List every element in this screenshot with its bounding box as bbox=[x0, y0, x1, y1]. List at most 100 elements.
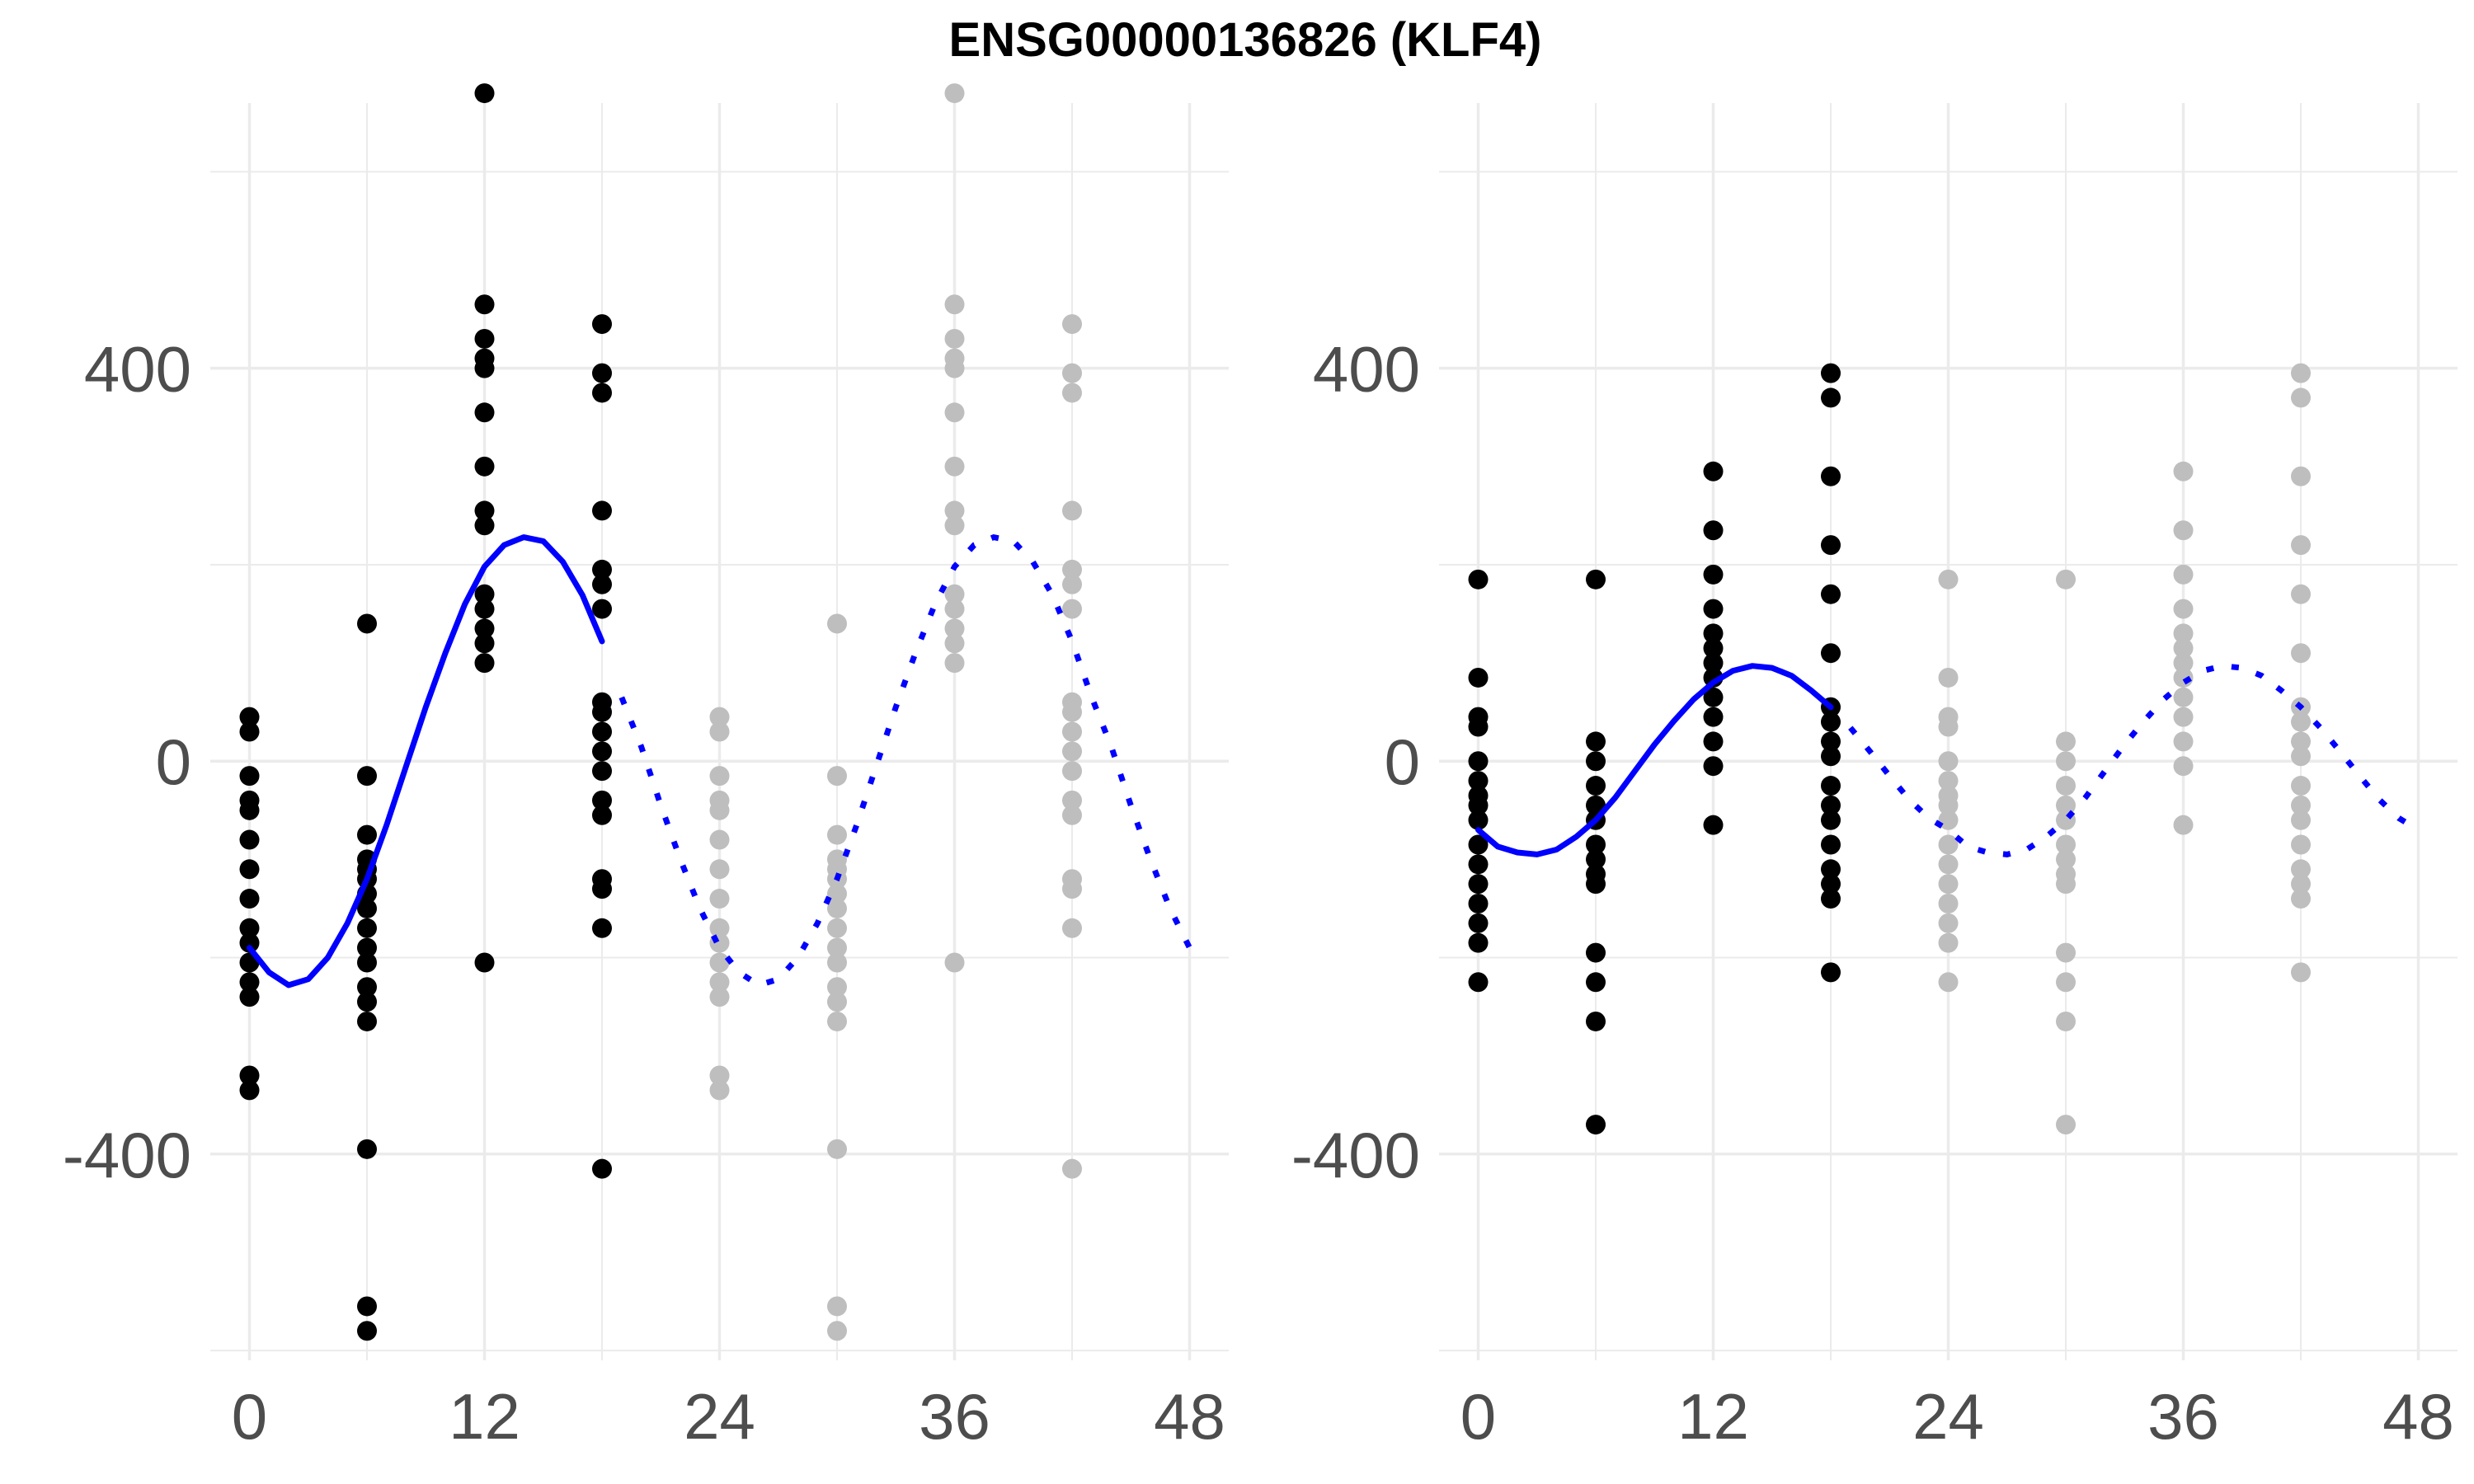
observed-point bbox=[1586, 776, 1606, 796]
projected-point bbox=[709, 889, 730, 909]
projected-point bbox=[827, 824, 847, 845]
observed-point bbox=[474, 515, 495, 536]
projected-point bbox=[827, 1011, 847, 1031]
projected-point bbox=[709, 859, 730, 880]
observed-point bbox=[592, 879, 612, 899]
observed-point bbox=[592, 1158, 612, 1179]
projected-point bbox=[1938, 932, 1959, 953]
projected-point bbox=[944, 500, 965, 521]
observed-point bbox=[474, 653, 495, 674]
observed-point bbox=[474, 618, 495, 639]
observed-point bbox=[592, 702, 612, 722]
observed-point bbox=[1821, 962, 1841, 983]
projected-point bbox=[2291, 776, 2311, 796]
projected-point bbox=[1938, 810, 1959, 830]
x-tick-label: 12 bbox=[449, 1380, 520, 1453]
projected-point bbox=[944, 618, 965, 639]
observed-point bbox=[1703, 756, 1724, 777]
projected-points bbox=[1938, 363, 2311, 1135]
projected-point bbox=[2291, 889, 2311, 909]
projected-point bbox=[944, 633, 965, 654]
projected-point bbox=[709, 766, 730, 787]
projected-point bbox=[2291, 363, 2311, 383]
projected-point bbox=[1062, 721, 1082, 742]
observed-point bbox=[1586, 1011, 1606, 1031]
x-tick-label: 48 bbox=[2382, 1380, 2454, 1453]
observed-point bbox=[1468, 932, 1489, 953]
observed-point bbox=[1821, 584, 1841, 604]
projected-point bbox=[2291, 810, 2311, 830]
projected-point bbox=[944, 402, 965, 423]
projected-point bbox=[2056, 731, 2076, 752]
observed-point bbox=[1703, 564, 1724, 585]
projected-point bbox=[2173, 653, 2194, 674]
observed-point bbox=[592, 363, 612, 383]
projected-point bbox=[2056, 874, 2076, 895]
projected-point bbox=[2291, 795, 2311, 815]
projected-point bbox=[2291, 834, 2311, 855]
projected-point bbox=[1062, 790, 1082, 810]
projected-point bbox=[1062, 314, 1082, 335]
projected-point bbox=[2291, 746, 2311, 767]
projected-point bbox=[2291, 859, 2311, 880]
projected-point bbox=[827, 937, 847, 958]
fit-line-dotted bbox=[618, 533, 1192, 989]
projected-point bbox=[827, 952, 847, 973]
observed-point bbox=[357, 766, 377, 787]
observed-point bbox=[592, 559, 612, 580]
observed-point bbox=[474, 456, 495, 477]
projected-point bbox=[1938, 771, 1959, 791]
observed-point bbox=[592, 805, 612, 825]
projected-point bbox=[2056, 972, 2076, 993]
observed-point bbox=[592, 599, 612, 619]
observed-point bbox=[357, 1139, 377, 1159]
projected-point bbox=[709, 721, 730, 742]
projected-point bbox=[709, 1080, 730, 1101]
observed-point bbox=[239, 707, 260, 727]
projected-point bbox=[827, 884, 847, 904]
projected-point bbox=[709, 800, 730, 820]
observed-point bbox=[357, 977, 377, 998]
observed-point bbox=[1821, 746, 1841, 767]
observed-point bbox=[239, 972, 260, 993]
observed-point bbox=[592, 790, 612, 810]
projected-point bbox=[1938, 795, 1959, 815]
projected-point bbox=[2291, 387, 2311, 408]
projected-point bbox=[827, 1139, 847, 1159]
projected-point bbox=[709, 952, 730, 973]
observed-point bbox=[1586, 569, 1606, 589]
projected-point bbox=[827, 1321, 847, 1341]
projected-point bbox=[944, 456, 965, 477]
projected-point bbox=[1062, 918, 1082, 938]
observed-point bbox=[1468, 913, 1489, 933]
projected-point bbox=[709, 918, 730, 938]
observed-point bbox=[474, 83, 495, 104]
projected-point bbox=[1938, 569, 1959, 589]
projected-point bbox=[944, 653, 965, 674]
observed-point bbox=[1821, 387, 1841, 408]
observed-point bbox=[1586, 942, 1606, 963]
observed-point bbox=[474, 633, 495, 654]
observed-point bbox=[239, 889, 260, 909]
observed-point bbox=[1468, 716, 1489, 737]
projected-point bbox=[2291, 731, 2311, 752]
observed-point bbox=[239, 721, 260, 742]
projected-point bbox=[2056, 942, 2076, 963]
observed-point bbox=[239, 918, 260, 938]
observed-point bbox=[1586, 751, 1606, 772]
observed-point bbox=[592, 383, 612, 403]
observed-point bbox=[1703, 623, 1724, 644]
observed-point bbox=[357, 992, 377, 1012]
observed-point bbox=[1821, 795, 1841, 815]
projected-point bbox=[944, 584, 965, 604]
observed-point bbox=[1821, 643, 1841, 664]
projected-point bbox=[2173, 707, 2194, 727]
x-tick-label: 48 bbox=[1154, 1380, 1225, 1453]
projected-point bbox=[2056, 849, 2076, 870]
projected-point bbox=[827, 918, 847, 938]
x-tick-labels: 0 12 24 36 48 bbox=[1460, 1380, 2454, 1453]
projected-point bbox=[2173, 599, 2194, 619]
y-tick-label: 0 bbox=[1385, 726, 1420, 798]
projected-point bbox=[2291, 584, 2311, 604]
